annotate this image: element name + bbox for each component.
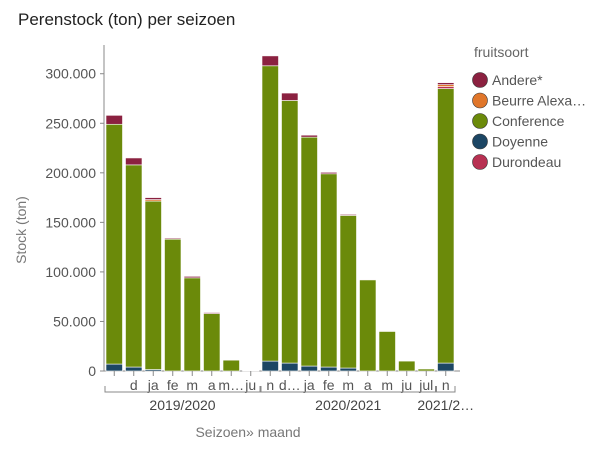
x-tick-label: d… xyxy=(279,377,301,393)
bar-segment-conference xyxy=(281,100,299,364)
bar-segment-andere xyxy=(144,197,162,200)
legend-swatch xyxy=(472,133,488,150)
y-axis-label: Stock (ton) xyxy=(13,196,29,264)
group-bracket xyxy=(104,386,261,393)
x-tick-label: a xyxy=(208,377,216,393)
bar-segment-andere xyxy=(437,82,455,85)
bar-segment-conference xyxy=(320,173,338,368)
y-tick-label: 100.000 xyxy=(45,264,96,280)
legend-swatch xyxy=(472,113,488,129)
bar-segment-conference xyxy=(398,360,416,372)
bar-segment-conference xyxy=(339,215,357,369)
group-bracket xyxy=(436,386,456,393)
x-tick-label: m xyxy=(186,377,198,393)
legend-label: Beurre Alexa… xyxy=(492,93,586,109)
y-tick-label: 250.000 xyxy=(45,115,96,131)
bar-segment-andere xyxy=(164,237,182,240)
bar-segment-doyenne xyxy=(281,362,299,372)
x-tick-label: m… xyxy=(218,377,244,393)
bar-segment-conference xyxy=(378,331,396,372)
group-label: 2020/2021 xyxy=(315,397,381,413)
bar-segment-conference xyxy=(300,136,318,367)
y-tick-label: 50.000 xyxy=(53,313,96,329)
x-tick-label: m xyxy=(381,377,393,393)
x-tick-label: a xyxy=(364,377,372,393)
chart-title: Perenstock (ton) per seizoen xyxy=(18,10,236,29)
legend-swatch xyxy=(472,154,488,170)
bar-segment-doyenne xyxy=(105,363,123,372)
bar-segment-andere xyxy=(281,92,299,101)
bar-segment-andere xyxy=(378,330,396,332)
legend-label: Andere* xyxy=(492,72,543,88)
bar-segment-doyenne xyxy=(339,367,357,372)
group-label: 2019/2020 xyxy=(149,397,215,413)
y-tick-label: 300.000 xyxy=(45,66,96,82)
x-axis-label: Seizoen» maand xyxy=(195,424,300,440)
legend-swatch xyxy=(472,72,488,88)
x-tick-label: m xyxy=(342,377,354,393)
x-tick-label: ju xyxy=(244,377,256,393)
bar-segment-doyenne xyxy=(320,366,338,372)
bar-segment-doyenne xyxy=(300,365,318,372)
bar-segment-conference xyxy=(222,359,240,372)
bar-segment-andere xyxy=(125,157,143,166)
bar-segment-andere xyxy=(261,55,279,67)
x-tick-label: n xyxy=(266,377,274,393)
bar-segment-andere xyxy=(359,279,377,281)
group-label: 2021/2… xyxy=(417,397,474,413)
x-tick-label: fe xyxy=(323,377,335,393)
bar-segment-andere xyxy=(320,172,338,175)
x-tick-label: ja xyxy=(303,377,315,393)
x-tick-label: fe xyxy=(167,377,179,393)
bar-segment-doyenne xyxy=(125,366,143,372)
bar-segment-conference xyxy=(183,277,201,372)
x-tick-label: ju xyxy=(400,377,412,393)
legend-label: Doyenne xyxy=(492,134,548,150)
bar-segment-andere xyxy=(183,276,201,279)
bar-segment-conference xyxy=(417,368,435,372)
legend-label: Conference xyxy=(492,113,565,129)
bar-segment-andere xyxy=(339,214,357,216)
bar-segment-conference xyxy=(164,238,182,372)
y-tick-label: 150.000 xyxy=(45,214,96,230)
bar-segment-andere xyxy=(242,370,260,372)
bar-segment-conference xyxy=(261,65,279,362)
x-tick-label: ja xyxy=(147,377,159,393)
bar-segment-andere xyxy=(105,115,123,125)
bar-segment-conference xyxy=(203,313,221,372)
bar-segment-andere xyxy=(222,359,240,361)
legend-swatch xyxy=(472,92,488,109)
bar-segment-conference xyxy=(105,123,123,365)
bar-segment-conference xyxy=(437,88,455,364)
bar-segment-doyenne xyxy=(437,362,455,372)
x-tick-label: jul xyxy=(418,377,433,393)
group-bracket xyxy=(260,386,436,393)
x-tick-label: n xyxy=(442,377,450,393)
bar-segment-conference xyxy=(359,279,377,372)
legend-title: fruitsoort xyxy=(474,44,529,60)
y-tick-label: 0 xyxy=(88,363,96,379)
bar-segment-conference xyxy=(144,200,162,370)
y-tick-label: 200.000 xyxy=(45,165,96,181)
x-tick-label: d xyxy=(130,377,138,393)
bar-segment-conference xyxy=(125,164,143,368)
bar-segment-doyenne xyxy=(261,360,279,372)
bar-segment-andere xyxy=(203,312,221,314)
bar-segment-andere xyxy=(300,134,318,138)
legend-label: Durondeau xyxy=(492,154,561,170)
